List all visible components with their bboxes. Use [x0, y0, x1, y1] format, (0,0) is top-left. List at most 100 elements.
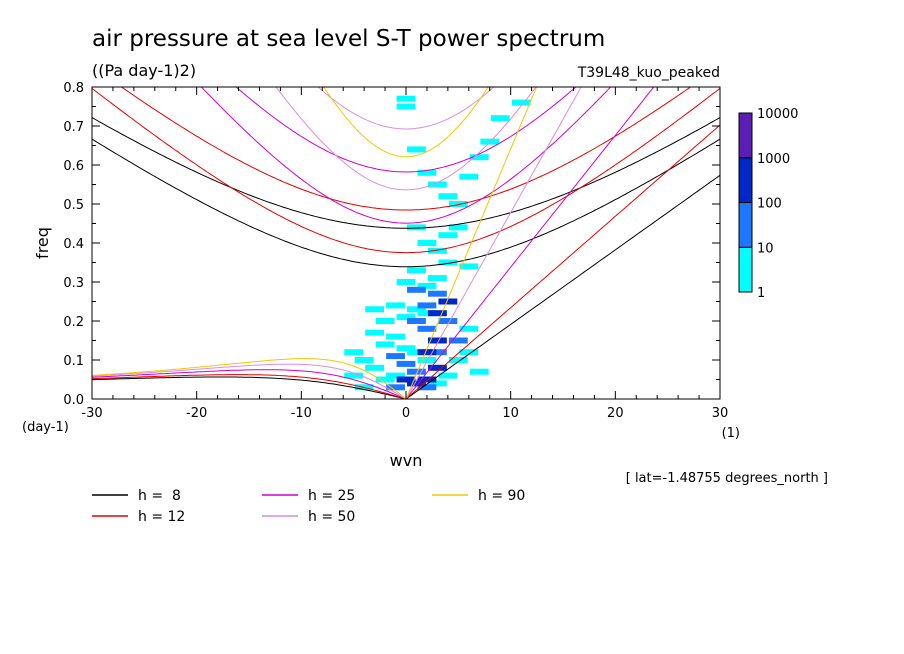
spectrum-cell	[396, 279, 416, 285]
y-tick-label: 0.1	[63, 354, 84, 369]
spectrum-cell	[417, 349, 437, 356]
spectrum-cell	[459, 325, 479, 332]
spectrum-cell	[459, 349, 479, 356]
y-tick-label: 0.2	[63, 315, 84, 330]
spectrum-cell	[448, 337, 468, 344]
spectrum-cell	[354, 357, 374, 363]
dispersion-curve	[405, 174, 720, 399]
dispersion-curves	[92, 87, 720, 399]
legend-label: h = 90	[478, 488, 525, 504]
spectrum-cell	[427, 364, 447, 371]
run-label: T39L48_kuo_peaked	[577, 65, 720, 81]
dispersion-curve	[405, 87, 655, 399]
dispersion-curve	[92, 117, 720, 229]
y-axis: 0.0 0.1 0.2 0.3 0.4 0.5 0.6 0.7 0.8	[63, 81, 720, 408]
spectrum-cell	[438, 298, 458, 305]
spectrum-cell	[407, 267, 426, 274]
spectrum-cell	[438, 318, 458, 324]
y-tick-label: 0.6	[63, 159, 84, 174]
x-tick-label: -30	[81, 406, 102, 421]
spectrum-cell	[417, 376, 437, 383]
spectrum-cell	[386, 372, 405, 379]
dispersion-curve	[92, 374, 407, 399]
legend-label: h = 8	[138, 488, 181, 504]
spectrum-cell	[344, 349, 364, 356]
spectrum-cell	[417, 384, 437, 391]
spectrum-cell	[396, 95, 416, 102]
spectrum-cell	[469, 154, 489, 161]
latitude-note: [ lat=-1.48755 degrees_north ]	[626, 471, 828, 486]
spectrum-cell	[396, 345, 416, 352]
spectrum-cell	[396, 314, 416, 321]
dispersion-curve	[323, 87, 489, 158]
spectrum-cell	[407, 349, 426, 356]
spectrum-cell	[396, 360, 416, 367]
colorbar-label: 1000	[757, 152, 790, 167]
spectrum-cell	[407, 224, 426, 231]
y-tick-label: 0.7	[63, 120, 84, 135]
spectrum-cell	[427, 380, 447, 387]
spectrum-cell	[469, 368, 489, 375]
spectrum-cell	[407, 318, 426, 324]
spectrum-cell	[448, 201, 468, 207]
x-tick-label: 30	[712, 406, 729, 421]
colorbar-swatch	[738, 157, 753, 203]
x-tick-label: 20	[607, 406, 624, 421]
chart-subtitle: ((Pa day-1)2)	[92, 61, 196, 80]
dispersion-curve	[92, 358, 407, 399]
dispersion-curve	[317, 87, 495, 130]
spectrum-cell	[438, 372, 458, 379]
y-tick-label: 0.5	[63, 198, 84, 213]
spectrum-cell	[459, 263, 479, 270]
y-tick-label: 0.4	[63, 237, 84, 252]
spectrum-layer	[344, 95, 531, 391]
y-tick-label: 0.3	[63, 276, 84, 291]
spectrum-cell	[407, 380, 426, 387]
spectrum-cell	[459, 173, 479, 180]
spectrum-cell	[490, 115, 510, 122]
spectrum-cell	[427, 181, 447, 188]
dispersion-curve	[92, 138, 720, 268]
colorbar: 1 10 100 1000 10000	[738, 107, 798, 301]
legend-label: h = 50	[308, 509, 355, 525]
spectrum-cell	[407, 146, 426, 153]
spectrum-cell	[365, 329, 385, 336]
colorbar-label: 100	[757, 197, 782, 212]
spectrum-cell	[427, 275, 447, 282]
spectrum-cell	[386, 384, 405, 391]
spectrum-cell	[365, 306, 385, 313]
y-tick-label: 0.8	[63, 81, 84, 96]
spectrum-cell	[375, 341, 395, 348]
legend: h = 8 h = 12 h = 25 h = 50 h = 90	[92, 488, 525, 525]
spectrum-cell	[386, 353, 405, 360]
spectrum-cell	[407, 368, 426, 375]
legend-label: h = 25	[308, 488, 355, 504]
dispersion-curve	[235, 87, 577, 173]
y-tick-label: 0.0	[63, 393, 84, 408]
spectrum-cell	[375, 318, 395, 324]
spectrum-cell	[407, 286, 426, 293]
spectrum-cell	[417, 357, 437, 363]
colorbar-label: 10	[757, 241, 774, 256]
spectrum-cell	[417, 302, 437, 309]
spectrum-cell	[407, 306, 426, 313]
dispersion-curve	[405, 87, 538, 399]
spectrum-cell	[427, 290, 447, 297]
colorbar-swatch	[738, 112, 753, 159]
legend-label: h = 12	[138, 509, 185, 525]
y-axis-label: freq	[33, 227, 52, 259]
x-axis-label: wvn	[390, 451, 423, 470]
spectrum-cell	[417, 169, 437, 176]
x-tick-label: 0	[402, 406, 410, 421]
spectrum-cell	[511, 99, 531, 106]
spectrum-cell	[438, 232, 458, 239]
spectrum-cell	[417, 240, 437, 246]
spectrum-cell	[396, 376, 416, 383]
spectrum-cell	[448, 357, 468, 363]
spectrum-cell	[417, 310, 437, 317]
dispersion-curve	[92, 88, 720, 254]
spectrum-cell	[386, 333, 405, 340]
spectrum-cell	[417, 282, 437, 289]
spectrum-cell	[365, 364, 385, 371]
